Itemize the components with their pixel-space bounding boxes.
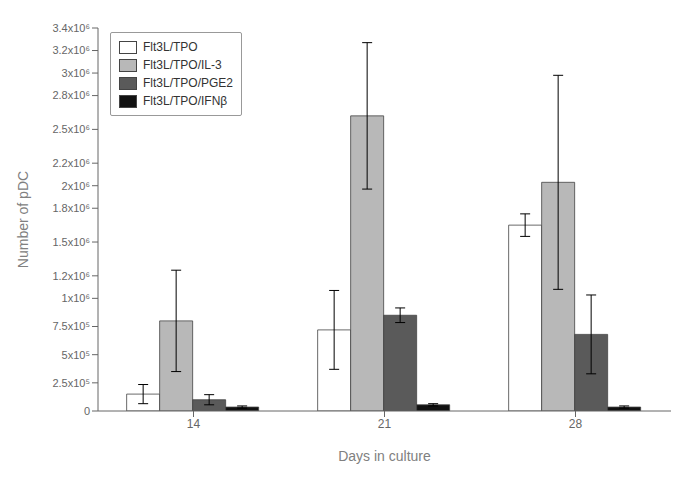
html-text:Flt3L/TPO/IFNβ: Flt3L/TPO/IFNβ: [143, 94, 228, 108]
svg-text:1x10⁶: 1x10⁶: [62, 292, 90, 304]
svg-text:7.5x10⁵: 7.5x10⁵: [52, 320, 90, 332]
svg-text:1.2x10⁶: 1.2x10⁶: [52, 270, 90, 282]
svg-text:1.5x10⁶: 1.5x10⁶: [52, 236, 90, 248]
svg-text:2.5x10⁵: 2.5x10⁵: [52, 377, 90, 389]
svg-text:2.2x10⁶: 2.2x10⁶: [52, 157, 90, 169]
svg-text:3.2x10⁶: 3.2x10⁶: [52, 44, 90, 56]
svg-text:Days in culture: Days in culture: [338, 448, 431, 464]
svg-text:0: 0: [84, 405, 90, 417]
svg-text:2.5x10⁶: 2.5x10⁶: [52, 123, 90, 135]
svg-text:28: 28: [569, 417, 583, 431]
svg-text:2.8x10⁶: 2.8x10⁶: [52, 89, 90, 101]
svg-text:Number of pDC: Number of pDC: [15, 171, 31, 268]
svg-text:21: 21: [378, 417, 392, 431]
html-text:Flt3L/TPO/IL-3: Flt3L/TPO/IL-3: [143, 58, 222, 72]
svg-text:1.8x10⁶: 1.8x10⁶: [52, 202, 90, 214]
html-text:Flt3L/TPO/PGE2: Flt3L/TPO/PGE2: [143, 76, 233, 90]
svg-text:2x10⁶: 2x10⁶: [62, 180, 90, 192]
html-text:Flt3L/TPO: Flt3L/TPO: [143, 40, 198, 54]
svg-text:3.4x10⁶: 3.4x10⁶: [52, 22, 90, 34]
svg-text:5x10⁵: 5x10⁵: [62, 349, 90, 361]
svg-text:3x10⁶: 3x10⁶: [62, 67, 90, 79]
svg-text:14: 14: [187, 417, 201, 431]
